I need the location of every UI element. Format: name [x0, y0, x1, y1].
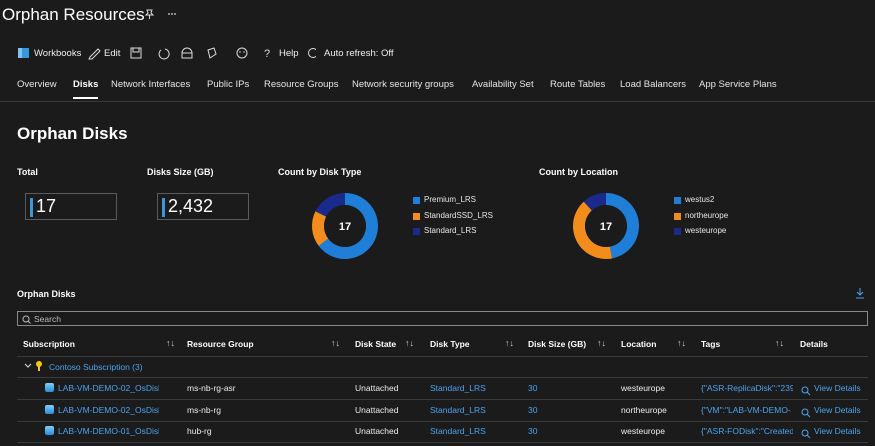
section-title: Orphan Disks	[17, 124, 128, 144]
row-separator	[17, 421, 868, 422]
tab[interactable]: Network security groups	[352, 79, 454, 90]
table-cell: Unattached	[355, 426, 425, 436]
toolbar-auto-refresh[interactable]: Auto refresh: Off	[324, 48, 394, 59]
column-header[interactable]: Location	[621, 339, 656, 349]
tab-separator	[0, 101, 875, 102]
table-cell: hub-rg	[187, 426, 327, 436]
table-cell[interactable]: LAB-VM-DEMO-02_OsDisk_1_54	[58, 405, 159, 415]
table-cell: Unattached	[355, 383, 425, 393]
column-header[interactable]: Subscription	[23, 339, 75, 349]
sort-icon[interactable]: ↑↓	[677, 338, 686, 348]
tab[interactable]: Load Balancers	[620, 79, 686, 90]
row-separator	[17, 377, 868, 378]
table-cell: Unattached	[355, 405, 425, 415]
legend-swatch	[674, 197, 681, 204]
tab[interactable]: App Service Plans	[699, 79, 777, 90]
legend-label: northeurope	[685, 211, 728, 220]
table-cell[interactable]: Standard_LRS	[430, 426, 520, 436]
disk-icon	[45, 405, 54, 414]
sort-icon[interactable]: ↑↓	[775, 338, 784, 348]
toolbar-workbooks[interactable]: Workbooks	[34, 48, 81, 59]
tab-underline	[73, 97, 98, 99]
table-cell: westeurope	[621, 426, 696, 436]
table-cell: northeurope	[621, 405, 696, 415]
table-cell[interactable]: {"ASR-ReplicaDisk":"239	[701, 383, 793, 393]
column-header[interactable]: Disk Size (GB)	[528, 339, 586, 349]
table-cell[interactable]: View Details	[814, 405, 875, 415]
tab[interactable]: Route Tables	[550, 79, 605, 90]
tab[interactable]: Public IPs	[207, 79, 249, 90]
tab[interactable]: Resource Groups	[264, 79, 338, 90]
toolbar-edit[interactable]: Edit	[104, 48, 120, 59]
tab[interactable]: Availability Set	[472, 79, 534, 90]
disk-icon	[45, 426, 54, 435]
tab[interactable]: Overview	[17, 79, 57, 90]
legend-swatch	[413, 197, 420, 204]
tab[interactable]: Disks	[73, 79, 98, 90]
legend-label: westeurope	[685, 226, 726, 235]
column-header[interactable]: Resource Group	[187, 339, 254, 349]
donut-title: Count by Location	[539, 167, 618, 177]
search-placeholder: Search	[34, 314, 61, 324]
header-icons[interactable]	[144, 8, 184, 20]
search-box[interactable]: Search	[17, 311, 868, 326]
legend-swatch	[413, 213, 420, 220]
sort-icon[interactable]: ↑↓	[331, 338, 340, 348]
table-cell[interactable]: View Details	[814, 426, 875, 436]
sort-icon[interactable]: ↑↓	[405, 338, 414, 348]
column-header[interactable]: Tags	[701, 339, 720, 349]
table-cell[interactable]: 30	[528, 383, 613, 393]
legend-label: Premium_LRS	[424, 195, 476, 204]
sort-icon[interactable]: ↑↓	[166, 338, 175, 348]
donut-center: 17	[339, 221, 351, 233]
search-icon	[22, 315, 31, 324]
header-separator	[17, 356, 868, 357]
column-header[interactable]: Disk Type	[430, 339, 470, 349]
sort-icon[interactable]: ↑↓	[505, 338, 514, 348]
disk-icon	[45, 383, 54, 392]
magnifier	[801, 429, 811, 439]
legend-label: StandardSSD_LRS	[424, 211, 493, 220]
table-cell[interactable]: {"VM":"LAB-VM-DEMO-	[701, 405, 793, 415]
group-icons[interactable]	[24, 360, 46, 374]
legend-swatch	[413, 228, 420, 235]
table-title: Orphan Disks	[17, 289, 76, 299]
sort-icon[interactable]: ↑↓	[597, 338, 606, 348]
toolbar-help[interactable]: Help	[279, 48, 299, 59]
legend-swatch	[674, 228, 681, 235]
tab[interactable]: Network Interfaces	[111, 79, 190, 90]
table-cell[interactable]: Standard_LRS	[430, 405, 520, 415]
legend-label: Standard_LRS	[424, 226, 476, 235]
group-label[interactable]: Contoso Subscription (3)	[49, 362, 143, 372]
magnifier	[801, 386, 811, 396]
donut-center: 17	[600, 221, 612, 233]
table-cell: ms-nb-rg-asr	[187, 383, 327, 393]
column-header[interactable]: Disk State	[355, 339, 396, 349]
table-cell: ms-nb-rg	[187, 405, 327, 415]
donut-title: Count by Disk Type	[278, 167, 361, 177]
table-cell[interactable]: View Details	[814, 383, 875, 393]
legend-label: westus2	[685, 195, 714, 204]
table-cell[interactable]: Standard_LRS	[430, 383, 520, 393]
table-cell[interactable]: 30	[528, 426, 613, 436]
magnifier	[801, 408, 811, 418]
table-cell: westeurope	[621, 383, 696, 393]
download-icon[interactable]	[854, 287, 866, 299]
table-cell[interactable]: 30	[528, 405, 613, 415]
page-title: Orphan Resources	[2, 5, 145, 25]
svg-text:?: ?	[264, 48, 270, 60]
legend-swatch	[674, 213, 681, 220]
group-icon	[24, 360, 46, 372]
column-header[interactable]: Details	[800, 339, 828, 349]
row-separator	[17, 399, 868, 400]
table-cell[interactable]: LAB-VM-DEMO-02_OsDisk_1_54	[58, 383, 159, 393]
table-cell[interactable]: LAB-VM-DEMO-01_OsDisk_1_ae	[58, 426, 159, 436]
table-cell[interactable]: {"ASR-FODisk":"Created	[701, 426, 793, 436]
row-separator	[17, 442, 868, 443]
